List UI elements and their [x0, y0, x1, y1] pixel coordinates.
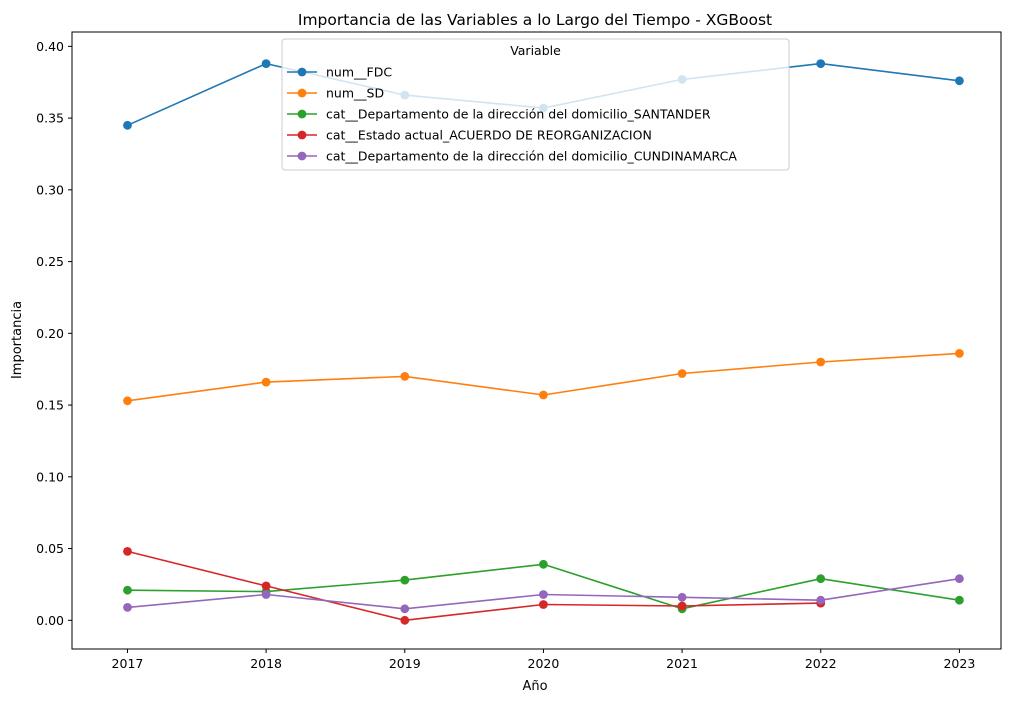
chart-title: Importancia de las Variables a lo Largo …: [298, 11, 772, 29]
x-tick-label: 2018: [250, 656, 282, 671]
legend-label: cat__Departamento de la dirección del do…: [326, 149, 737, 164]
legend: Variable num__FDC num__SD cat__Departamento…: [281, 38, 790, 171]
data-point: [539, 559, 548, 569]
data-point: [400, 372, 410, 381]
y-tick-label: 0.30: [36, 182, 64, 197]
legend-marker: [297, 109, 307, 119]
x-tick-label: 2017: [112, 656, 144, 671]
x-tick-label: 2023: [943, 656, 975, 671]
y-tick-label: 0.35: [36, 111, 64, 126]
data-point: [955, 349, 964, 358]
x-axis: 2017 2018 2019 2020 2021 2022 2023: [112, 649, 975, 671]
y-tick-label: 0.10: [36, 469, 64, 484]
data-point: [123, 396, 132, 406]
x-axis-label: Año: [522, 679, 547, 694]
data-point: [539, 590, 548, 599]
data-point: [261, 581, 271, 591]
data-point: [955, 595, 964, 605]
data-point: [677, 369, 687, 378]
legend-item: cat__Departamento de la dirección del do…: [287, 107, 711, 122]
data-point: [261, 590, 271, 599]
data-point: [261, 377, 271, 387]
legend-box: [281, 38, 790, 171]
y-tick-label: 0.05: [36, 541, 64, 556]
data-point: [955, 76, 964, 86]
legend-title: Variable: [510, 43, 561, 58]
data-point: [261, 59, 271, 68]
x-tick-label: 2020: [528, 656, 560, 671]
y-tick-label: 0.00: [36, 613, 64, 628]
legend-marker: [297, 151, 307, 161]
series-1: [123, 349, 964, 406]
data-point: [539, 390, 548, 400]
data-point: [123, 120, 132, 130]
data-point: [816, 59, 826, 68]
legend-item: cat__Departamento de la dirección del do…: [287, 149, 737, 164]
y-tick-label: 0.40: [36, 39, 64, 54]
data-point: [123, 603, 132, 612]
y-tick-label: 0.20: [36, 326, 64, 341]
legend-label: num__FDC: [326, 65, 392, 80]
series-line: [127, 550, 821, 622]
data-point: [400, 615, 410, 625]
legend-item: num__SD: [287, 86, 384, 101]
x-tick-label: 2022: [805, 656, 837, 671]
legend-label: num__SD: [326, 86, 384, 101]
legend-marker: [297, 88, 307, 98]
data-point: [539, 600, 548, 609]
data-point: [400, 604, 410, 614]
y-axis-label: Importancia: [10, 301, 25, 379]
data-point: [677, 592, 687, 602]
legend-marker: [297, 67, 307, 77]
data-point: [123, 585, 132, 595]
data-point: [400, 575, 410, 585]
legend-label: cat__Estado actual_ACUERDO DE REORGANIZA…: [326, 128, 652, 143]
legend-label: cat__Departamento de la dirección del do…: [326, 107, 711, 122]
data-point: [677, 601, 687, 611]
legend-marker: [297, 130, 307, 140]
data-point: [816, 595, 826, 605]
plot-area: [123, 59, 964, 625]
data-point: [816, 574, 826, 584]
data-point: [816, 357, 826, 367]
y-axis: 0.00 0.05 0.10 0.15 0.20 0.25 0.30 0.35 0.40: [36, 39, 72, 628]
series-4: [123, 574, 964, 614]
legend-item: num__FDC: [287, 65, 392, 80]
x-tick-label: 2019: [389, 656, 421, 671]
y-tick-label: 0.15: [36, 398, 64, 413]
plot-frame: [71, 31, 1002, 650]
data-point: [123, 547, 132, 556]
legend-item: cat__Estado actual_ACUERDO DE REORGANIZA…: [287, 128, 652, 143]
data-point: [955, 574, 964, 584]
y-tick-label: 0.25: [36, 254, 64, 269]
x-tick-label: 2021: [666, 656, 698, 671]
